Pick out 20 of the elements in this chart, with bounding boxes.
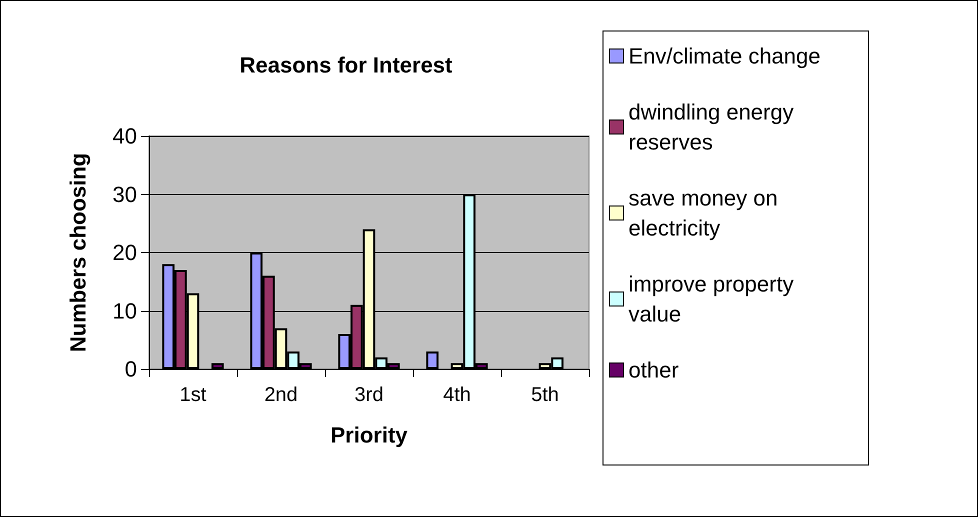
bar	[426, 352, 439, 369]
y-tick-label: 10	[112, 298, 137, 324]
x-tick-label: 3rd	[354, 384, 384, 406]
legend-label: Env/climate change	[628, 44, 820, 68]
y-axis-title: Numbers choosing	[66, 152, 90, 352]
y-tick-label: 40	[112, 124, 137, 148]
x-axis-title: Priority	[330, 422, 408, 448]
legend-label: dwindling energy reserves	[628, 100, 800, 154]
y-tick-label: 30	[112, 182, 137, 207]
bar	[211, 363, 224, 369]
y-tick-label: 20	[112, 240, 137, 265]
legend-label: other	[628, 358, 679, 382]
chart-title: Reasons for Interest	[240, 52, 454, 78]
x-tick-label: 2nd	[264, 384, 298, 406]
y-tick-label: 0	[124, 356, 137, 382]
x-tick-label: 1st	[180, 384, 207, 406]
legend-label: save money on electricity	[628, 186, 784, 240]
legend-label: improve property value	[628, 272, 800, 326]
x-tick-label: 4th	[443, 384, 471, 406]
x-tick-label: 5th	[531, 384, 559, 406]
